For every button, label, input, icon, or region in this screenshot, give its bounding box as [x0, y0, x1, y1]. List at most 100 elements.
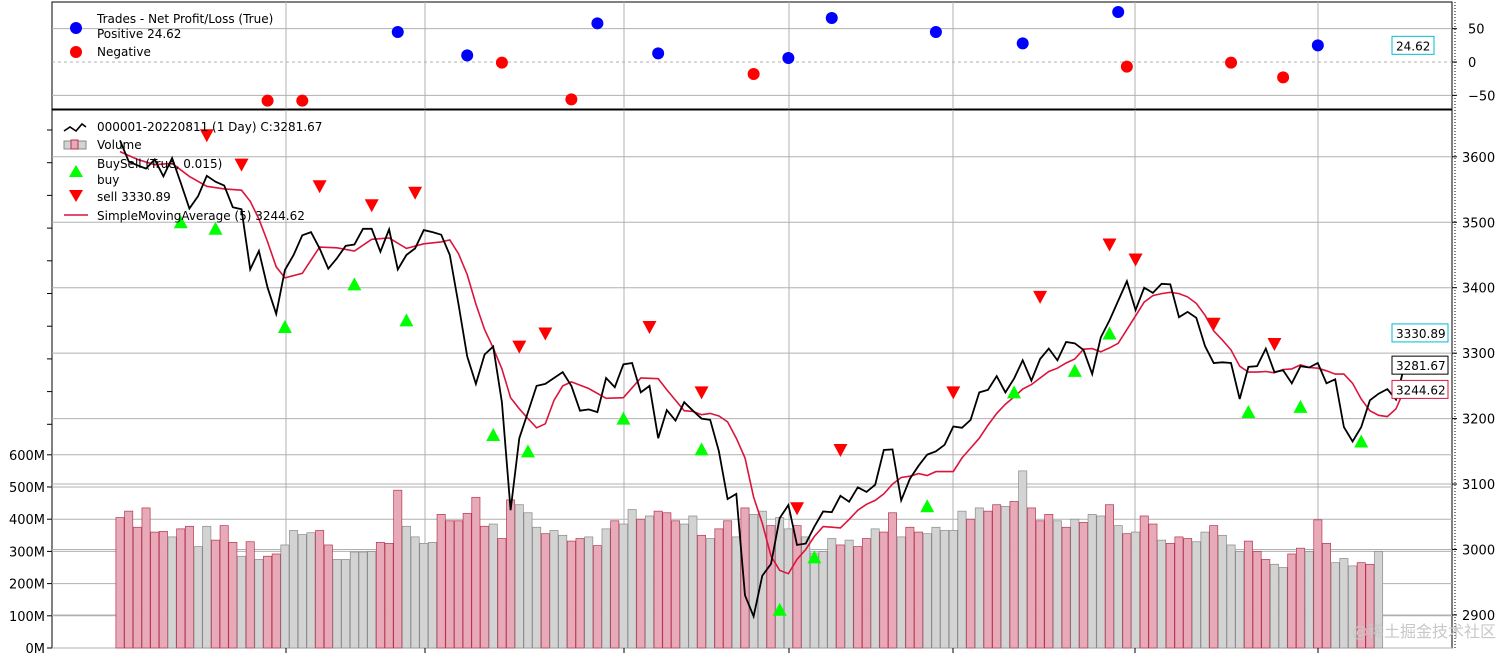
- price-ytick-label: 3200: [1462, 413, 1495, 428]
- trades-ytick-label: −50: [1468, 89, 1495, 104]
- legend-negative-label: Negative: [97, 45, 151, 59]
- legend-negative-marker: [70, 46, 82, 58]
- volume-ytick-label: 400M: [9, 513, 45, 528]
- sell-marker: [1206, 317, 1221, 331]
- buy-marker: [1067, 363, 1082, 377]
- volume-bar: [992, 504, 1002, 649]
- volume-bar: [575, 538, 585, 649]
- volume-bar: [436, 514, 446, 649]
- volume-bar: [141, 507, 151, 649]
- legend-volume-swatch-up: [70, 139, 79, 150]
- volume-bar: [289, 530, 299, 649]
- volume-bar: [471, 496, 481, 649]
- sell-marker: [642, 320, 657, 334]
- volume-bar: [237, 555, 246, 649]
- volume-bar: [835, 544, 845, 649]
- volume-bar: [931, 526, 941, 649]
- volume-bar: [1044, 514, 1054, 649]
- volume-bar: [1252, 551, 1262, 649]
- volume-bar: [671, 520, 680, 649]
- volume-bar: [1209, 525, 1219, 649]
- volume-bar: [1287, 553, 1297, 649]
- volume-bar: [158, 531, 168, 649]
- volume-bar: [1139, 515, 1149, 649]
- volume-bar: [1105, 504, 1114, 649]
- negative-trade-point: [747, 68, 760, 81]
- volume-bar: [1339, 558, 1349, 649]
- volume-bar: [1330, 562, 1340, 649]
- buy-marker: [208, 221, 223, 235]
- volume-bar: [349, 551, 359, 649]
- volume-bar: [297, 534, 307, 649]
- volume-bar: [1157, 539, 1167, 649]
- volume-bar: [228, 542, 238, 649]
- trades-ytick-label: 0: [1468, 56, 1476, 71]
- volume-bar: [1079, 522, 1088, 649]
- volume-bar: [853, 546, 863, 649]
- volume-bar: [271, 553, 281, 649]
- positive-trade-point: [825, 11, 838, 24]
- volume-bar: [1165, 542, 1175, 649]
- volume-bar: [323, 544, 333, 649]
- sell-marker: [408, 186, 423, 200]
- volume-bar: [211, 539, 220, 649]
- volume-bar: [263, 555, 273, 649]
- volume-bar: [1191, 541, 1201, 649]
- volume-bar: [584, 536, 594, 649]
- volume-bar: [540, 533, 550, 649]
- buy-marker: [1293, 399, 1308, 413]
- volume-bar: [879, 531, 889, 649]
- sell-marker: [1033, 290, 1048, 304]
- trades-panel-frame: [51, 1, 1453, 110]
- positive-trade-point: [929, 25, 942, 38]
- volume-bar: [662, 512, 672, 649]
- sell-marker: [364, 199, 379, 213]
- watermark: @稀土掘金技术社区: [1351, 622, 1496, 641]
- volume-bar: [558, 534, 568, 649]
- buy-marker: [1007, 385, 1022, 399]
- volume-bar: [167, 536, 177, 649]
- buy-marker: [1354, 434, 1369, 448]
- volume-bar: [280, 544, 290, 649]
- volume-bar: [410, 536, 420, 649]
- volume-bar: [601, 528, 611, 649]
- legend-positive-label: Positive 24.62: [97, 27, 181, 41]
- volume-bar: [245, 541, 255, 649]
- volume-bar: [1070, 518, 1080, 649]
- volume-bar: [1000, 505, 1010, 649]
- volume-bar: [957, 510, 967, 649]
- legend-positive-marker: [70, 22, 82, 34]
- volume-ytick-label: 200M: [9, 578, 45, 593]
- volume-bar: [688, 515, 698, 649]
- buy-marker: [807, 550, 822, 564]
- volume-bar: [480, 525, 490, 649]
- sell-value-box: [1391, 323, 1449, 343]
- volume-bar: [896, 536, 906, 649]
- volume-bar: [636, 518, 646, 649]
- price-ytick-label: 3500: [1462, 216, 1495, 231]
- legend-sell-label: sell 3330.89: [97, 190, 171, 204]
- negative-trade-point: [296, 94, 309, 107]
- sell-marker: [833, 444, 848, 458]
- volume-bar: [818, 551, 828, 649]
- volume-bar: [801, 536, 811, 649]
- volume-bar: [844, 539, 854, 649]
- volume-bar: [974, 507, 984, 649]
- legend-buy-label: buy: [97, 173, 119, 187]
- volume-bar: [454, 520, 463, 649]
- volume-bar: [714, 528, 724, 649]
- volume-bar: [679, 523, 689, 649]
- volume-bar: [905, 526, 915, 649]
- volume-bar: [184, 525, 194, 649]
- volume-bar: [645, 515, 654, 649]
- volume-bar: [1174, 536, 1184, 649]
- volume-bar: [1148, 523, 1158, 649]
- legend-sma-label: SimpleMovingAverage (5) 3244.62: [97, 209, 305, 223]
- volume-bar: [532, 526, 542, 649]
- volume-bar: [1322, 542, 1331, 649]
- sma-line: [119, 150, 1406, 575]
- positive-trade-point: [461, 49, 474, 62]
- price-ytick-label: 3600: [1462, 151, 1495, 166]
- buy-marker: [520, 444, 535, 458]
